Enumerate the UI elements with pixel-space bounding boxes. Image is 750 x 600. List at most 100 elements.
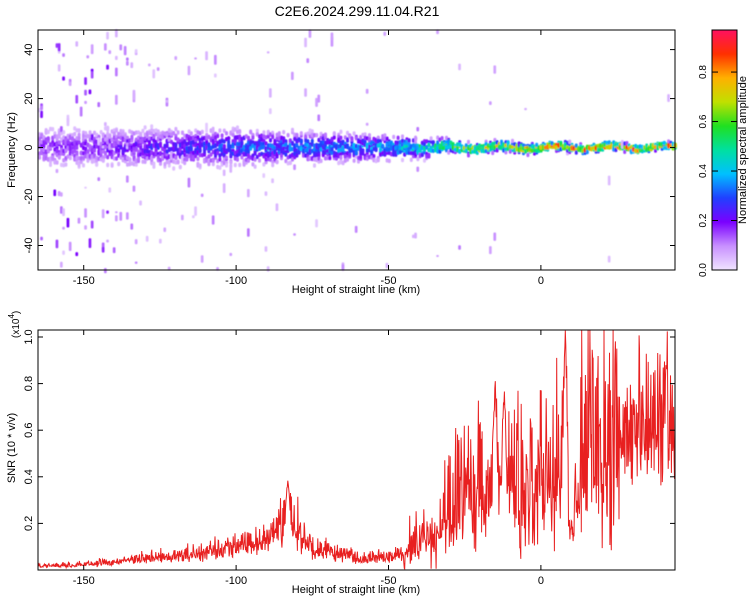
heatmap-cell bbox=[38, 155, 41, 160]
heatmap-cell bbox=[306, 58, 310, 64]
heatmap-cell bbox=[317, 153, 321, 158]
heatmap-cell bbox=[200, 129, 204, 135]
heatmap-cell bbox=[84, 146, 88, 151]
heatmap-cell bbox=[156, 154, 160, 160]
heatmap-cell bbox=[73, 131, 77, 137]
heatmap-cell bbox=[214, 153, 217, 158]
heatmap-cell bbox=[269, 88, 272, 98]
heatmap-cell bbox=[264, 191, 268, 196]
heatmap-cell bbox=[174, 142, 178, 147]
heatmap-cell bbox=[372, 154, 376, 159]
heatmap-cell bbox=[84, 77, 87, 85]
heatmap-cell bbox=[407, 138, 411, 143]
heatmap-x-tick-label: -50 bbox=[381, 275, 397, 287]
heatmap-cell bbox=[291, 157, 294, 162]
heatmap-cell bbox=[159, 161, 162, 166]
heatmap-cell bbox=[101, 158, 105, 163]
heatmap-cell bbox=[504, 150, 508, 155]
heatmap-cell bbox=[359, 154, 363, 160]
heatmap-cell bbox=[381, 143, 385, 149]
heatmap-cell bbox=[185, 156, 189, 161]
heatmap-cell bbox=[506, 140, 510, 145]
heatmap-cell bbox=[280, 153, 283, 158]
heatmap-cell bbox=[150, 131, 154, 136]
heatmap-cell bbox=[251, 162, 255, 167]
colorbar-ticks: 0.0 0.2 0.4 0.6 0.8 bbox=[698, 65, 737, 277]
heatmap-y-tick-label: -20 bbox=[23, 189, 35, 205]
heatmap-cell bbox=[211, 158, 215, 163]
heatmap-cell bbox=[68, 134, 72, 140]
heatmap-cell bbox=[489, 246, 492, 255]
heatmap-y-axis-label: Frequency (Hz) bbox=[6, 112, 18, 188]
heatmap-cell bbox=[293, 164, 296, 171]
heatmap-cell bbox=[106, 125, 110, 131]
heatmap-cell bbox=[493, 137, 497, 143]
heatmap-cell bbox=[238, 162, 242, 168]
heatmap-cell bbox=[77, 140, 81, 145]
heatmap-cell bbox=[236, 141, 239, 147]
heatmap-cell bbox=[335, 156, 338, 161]
heatmap-cell bbox=[97, 102, 101, 108]
heatmap-cell bbox=[55, 160, 59, 165]
snr-y-tick-label: 1.0 bbox=[23, 329, 35, 344]
heatmap-cell bbox=[436, 255, 439, 258]
heatmap-cell bbox=[269, 157, 272, 162]
heatmap-y-tick-label: 0 bbox=[23, 144, 35, 150]
heatmap-cell bbox=[126, 135, 129, 141]
colorbar-tick-label: 0.0 bbox=[698, 263, 709, 277]
heatmap-cell bbox=[467, 139, 470, 145]
snr-multiplier-base: (x10 bbox=[11, 318, 22, 338]
heatmap-cell bbox=[401, 157, 404, 163]
heatmap-cell bbox=[165, 99, 169, 103]
heatmap-cell bbox=[317, 114, 321, 122]
heatmap-cell bbox=[383, 31, 387, 36]
heatmap-cell bbox=[53, 189, 57, 197]
heatmap-cell bbox=[275, 159, 279, 165]
heatmap-cell bbox=[159, 143, 162, 148]
heatmap-cell bbox=[365, 122, 369, 126]
heatmap-cell bbox=[238, 129, 242, 134]
heatmap-cell bbox=[170, 132, 173, 137]
heatmap-cell bbox=[284, 139, 288, 144]
heatmap-cell bbox=[266, 143, 270, 148]
heatmap-cell bbox=[240, 155, 244, 160]
heatmap-cell bbox=[317, 94, 321, 103]
heatmap-cell bbox=[253, 164, 257, 169]
heatmap-cell bbox=[266, 129, 270, 135]
heatmap-cell bbox=[315, 133, 319, 138]
heatmap-cell bbox=[170, 139, 173, 145]
heatmap-cell bbox=[108, 187, 112, 193]
heatmap-cell bbox=[225, 163, 228, 168]
heatmap-cell bbox=[132, 185, 136, 192]
heatmap-cell bbox=[156, 67, 160, 71]
heatmap-cell bbox=[420, 152, 424, 158]
heatmap-cell bbox=[218, 165, 222, 170]
heatmap-cell bbox=[108, 143, 112, 150]
heatmap-cell bbox=[317, 156, 321, 161]
heatmap-cell bbox=[341, 160, 345, 166]
heatmap-cell bbox=[313, 163, 316, 168]
heatmap-cell bbox=[489, 101, 492, 105]
heatmap-cell bbox=[313, 133, 316, 138]
heatmap-y-tick-label: -40 bbox=[23, 238, 35, 254]
colorbar-tick-label: 0.4 bbox=[698, 164, 709, 178]
heatmap-cell bbox=[60, 126, 63, 132]
heatmap-cell bbox=[198, 163, 202, 168]
heatmap-cell bbox=[156, 129, 160, 134]
heatmap-cell bbox=[196, 135, 200, 140]
heatmap-cell bbox=[101, 209, 105, 219]
heatmap-cell bbox=[211, 215, 215, 225]
heatmap-cell bbox=[64, 162, 68, 167]
heatmap-cell bbox=[238, 134, 242, 139]
heatmap-cell bbox=[152, 69, 156, 79]
heatmap-cell bbox=[106, 64, 109, 70]
heatmap-cell bbox=[57, 43, 61, 52]
heatmap-cell bbox=[60, 206, 63, 214]
heatmap-cell bbox=[310, 129, 314, 134]
snr-x-tick-label: -100 bbox=[225, 575, 247, 587]
heatmap-cell bbox=[346, 137, 349, 142]
heatmap-cell bbox=[97, 177, 101, 182]
heatmap-cell bbox=[233, 162, 237, 168]
heatmap-cell bbox=[306, 139, 310, 144]
heatmap-cell bbox=[148, 63, 151, 67]
